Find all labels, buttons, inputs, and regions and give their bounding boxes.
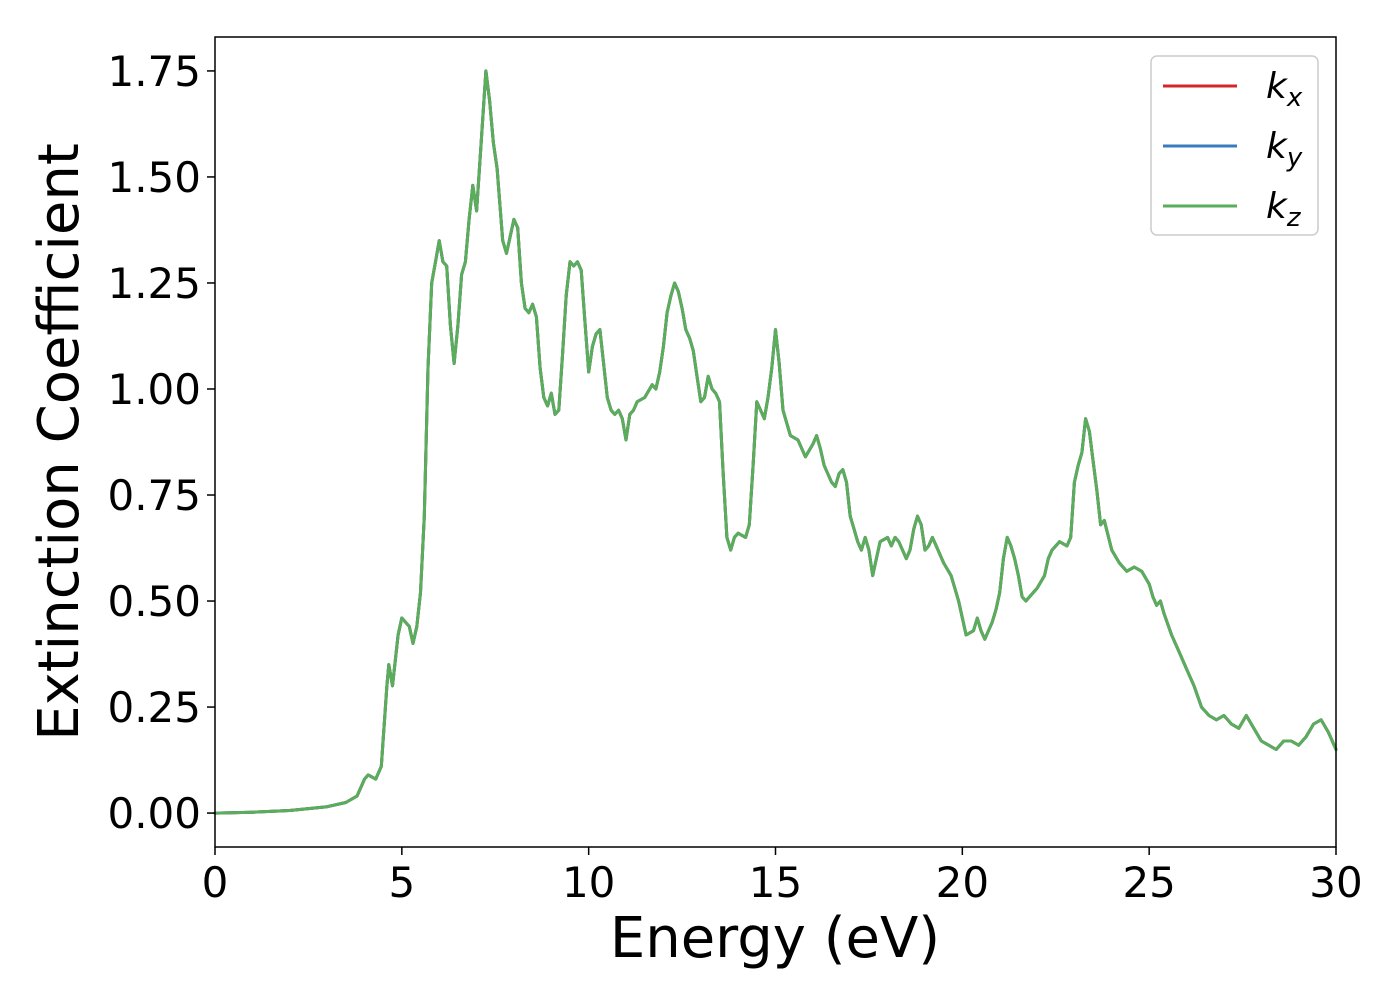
x-tick-label: 15	[749, 858, 802, 907]
y-axis-label: Extinction Coefficient	[27, 143, 92, 741]
legend-label-x: kx	[1266, 66, 1303, 113]
x-tick-label: 10	[562, 858, 615, 907]
x-axis-ticks: 0 5 10 15 20 25 30	[202, 847, 1363, 907]
legend: kx ky kz	[1150, 55, 1319, 236]
x-tick-label: 5	[388, 858, 415, 907]
y-tick-label: 1.50	[107, 153, 201, 202]
x-axis-label: Energy (eV)	[610, 906, 940, 971]
y-tick-label: 0.50	[107, 577, 201, 626]
legend-label-y: ky	[1266, 126, 1303, 173]
y-tick-label: 0.25	[107, 683, 201, 732]
y-tick-label: 0.00	[107, 789, 201, 838]
x-tick-label: 30	[1309, 858, 1362, 907]
x-tick-label: 20	[936, 858, 989, 907]
legend-label-z: kz	[1266, 186, 1302, 233]
y-tick-label: 0.75	[107, 471, 201, 520]
legend-items: kx ky kz	[1163, 66, 1303, 233]
y-axis-ticks: 0.00 0.25 0.50 0.75 1.00 1.25 1.50 1.75	[107, 47, 215, 838]
y-tick-label: 1.75	[107, 47, 201, 96]
series-line-z	[213, 69, 1338, 815]
series-layer	[213, 69, 1338, 815]
x-tick-label: 25	[1122, 858, 1175, 907]
y-tick-label: 1.00	[107, 365, 201, 414]
x-tick-label: 0	[202, 858, 229, 907]
y-tick-label: 1.25	[107, 259, 201, 308]
